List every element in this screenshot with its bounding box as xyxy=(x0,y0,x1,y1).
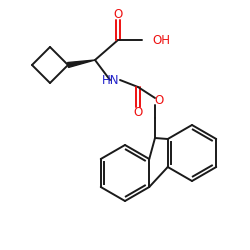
Polygon shape xyxy=(68,60,95,68)
Text: O: O xyxy=(114,8,122,22)
Text: OH: OH xyxy=(152,34,170,46)
Text: HN: HN xyxy=(102,74,120,86)
Text: O: O xyxy=(134,106,142,118)
Text: O: O xyxy=(154,94,164,108)
